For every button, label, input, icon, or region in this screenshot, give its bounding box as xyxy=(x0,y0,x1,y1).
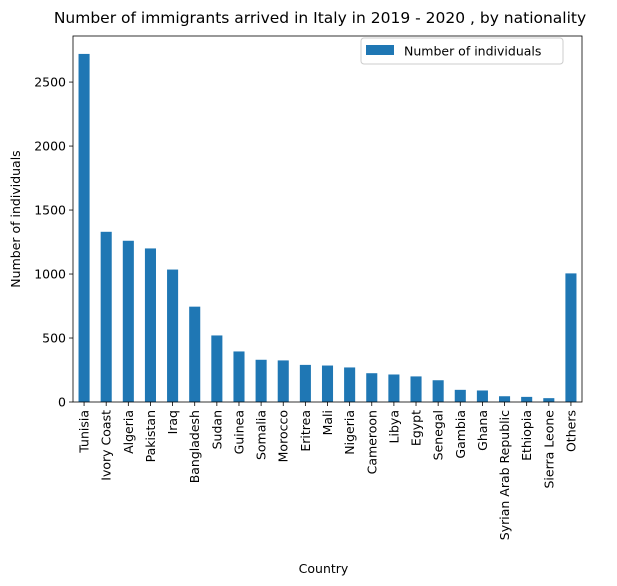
y-tick-label: 1500 xyxy=(34,203,66,218)
bar-morocco xyxy=(277,360,289,402)
x-tick-label: Mali xyxy=(320,410,335,435)
y-axis-ticks: 0 500 1000 1500 2000 2500 xyxy=(34,75,73,410)
bar-egypt xyxy=(410,376,422,402)
x-tick-label: Ghana xyxy=(475,410,490,451)
x-tick-label: Ethiopia xyxy=(519,410,534,461)
x-tick-label: Senegal xyxy=(431,410,446,460)
bar-nigeria xyxy=(344,367,356,402)
x-tick-label: Gambia xyxy=(453,410,468,459)
x-tick-label: Cameroon xyxy=(364,410,379,474)
y-axis-label: Number of individuals xyxy=(8,150,23,287)
bar-guinea xyxy=(233,351,245,402)
bar-pakistan xyxy=(144,248,156,402)
bar-gambia xyxy=(454,389,466,402)
chart-title: Number of immigrants arrived in Italy in… xyxy=(54,9,586,27)
bar-ghana xyxy=(476,390,488,402)
y-tick-label: 1000 xyxy=(34,267,66,282)
legend-box xyxy=(360,37,564,65)
x-tick-label: Algeria xyxy=(121,410,136,454)
bar-libya xyxy=(388,374,400,402)
legend: Number of individuals xyxy=(360,37,564,65)
y-tick-label: 2500 xyxy=(34,75,66,90)
x-tick-label: Syrian Arab Republic xyxy=(497,410,512,540)
y-tick-label: 2000 xyxy=(34,139,66,154)
x-axis-label: Country xyxy=(299,561,349,576)
x-tick-label: Somalia xyxy=(254,410,269,460)
x-tick-label: Bangladesh xyxy=(187,410,202,483)
bar-ethiopia xyxy=(521,396,533,402)
bar-syrian-arab-republic xyxy=(499,396,511,402)
x-tick-label: Guinea xyxy=(231,410,246,454)
bar-sudan xyxy=(211,335,223,402)
bar-iraq xyxy=(167,269,179,402)
bar-somalia xyxy=(255,359,267,402)
legend-swatch xyxy=(366,45,394,55)
bar-ivory-coast xyxy=(100,231,112,402)
x-tick-label: Nigeria xyxy=(342,410,357,455)
x-tick-label: Others xyxy=(563,410,578,452)
x-tick-label: Iraq xyxy=(165,410,180,434)
x-tick-label: Libya xyxy=(386,410,401,443)
x-tick-label: Tunisia xyxy=(77,410,92,454)
bars-group xyxy=(78,53,577,403)
x-tick-label: Sierra Leone xyxy=(541,410,556,489)
bar-others xyxy=(565,273,577,402)
x-tick-label: Egypt xyxy=(409,410,424,446)
x-tick-label: Morocco xyxy=(276,410,291,462)
bar-tunisia xyxy=(78,53,90,403)
bar-mali xyxy=(321,365,334,402)
x-tick-label: Pakistan xyxy=(143,410,158,462)
bar-cameroon xyxy=(366,373,378,402)
y-tick-label: 500 xyxy=(42,331,66,346)
bar-algeria xyxy=(122,240,134,402)
x-axis-ticks: Tunisia Ivory Coast Algeria Pakistan Iraq Ban… xyxy=(77,402,578,540)
x-tick-label: Eritrea xyxy=(298,410,313,452)
y-tick-label: 0 xyxy=(58,395,66,410)
legend-label: Number of individuals xyxy=(404,44,541,59)
x-tick-label: Sudan xyxy=(209,410,224,449)
bar-sierra-leone xyxy=(543,398,555,402)
bar-eritrea xyxy=(299,364,311,402)
bar-senegal xyxy=(432,380,444,402)
bar-bangladesh xyxy=(189,306,201,402)
plot-frame xyxy=(72,35,583,403)
x-tick-label: Ivory Coast xyxy=(99,410,114,481)
